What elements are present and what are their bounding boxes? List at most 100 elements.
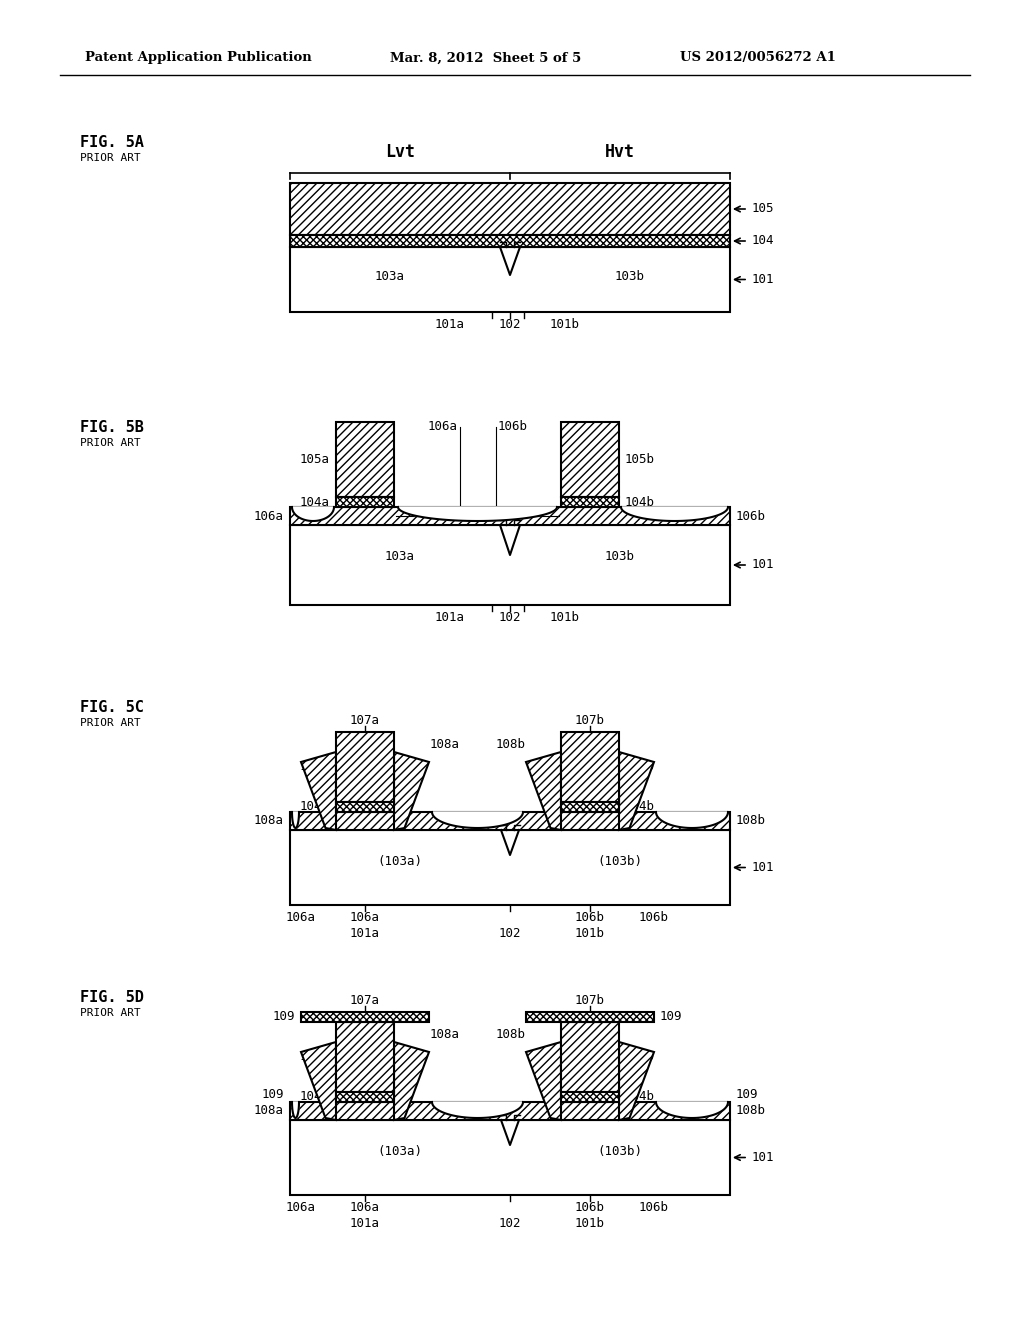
- Text: 108a: 108a: [429, 1027, 460, 1040]
- Text: 106a: 106a: [427, 421, 458, 433]
- Bar: [336, 1022, 394, 1092]
- Text: 101: 101: [752, 558, 774, 572]
- Text: 101b: 101b: [575, 1217, 605, 1230]
- Text: FIG. 5D: FIG. 5D: [80, 990, 144, 1005]
- Text: 101a: 101a: [435, 611, 465, 624]
- Bar: [290, 830, 730, 906]
- Text: PRIOR ART: PRIOR ART: [80, 153, 140, 162]
- Polygon shape: [398, 507, 557, 521]
- Polygon shape: [526, 1041, 561, 1119]
- Text: 108a: 108a: [254, 1105, 284, 1118]
- Text: 109: 109: [272, 1011, 295, 1023]
- Text: 102: 102: [499, 318, 521, 331]
- Text: 108b: 108b: [736, 814, 766, 828]
- Polygon shape: [394, 752, 429, 830]
- Text: 105a: 105a: [300, 1051, 330, 1064]
- Text: 106b: 106b: [575, 1201, 605, 1214]
- Text: 106b: 106b: [498, 421, 527, 433]
- Text: Hvt: Hvt: [605, 143, 635, 161]
- Text: PRIOR ART: PRIOR ART: [80, 718, 140, 729]
- Text: 107b: 107b: [575, 714, 605, 727]
- Text: Patent Application Publication: Patent Application Publication: [85, 51, 311, 65]
- Polygon shape: [432, 1102, 523, 1118]
- Text: Mar. 8, 2012  Sheet 5 of 5: Mar. 8, 2012 Sheet 5 of 5: [390, 51, 582, 65]
- Text: PRIOR ART: PRIOR ART: [80, 1008, 140, 1018]
- Bar: [290, 1102, 730, 1119]
- Text: 103a: 103a: [375, 271, 406, 284]
- Polygon shape: [618, 752, 654, 830]
- Bar: [290, 247, 730, 312]
- Text: 101b: 101b: [575, 927, 605, 940]
- Text: US 2012/0056272 A1: US 2012/0056272 A1: [680, 51, 836, 65]
- Text: 102: 102: [499, 611, 521, 624]
- Text: 103b: 103b: [615, 271, 645, 284]
- Text: 101a: 101a: [435, 318, 465, 331]
- Text: 104b: 104b: [625, 495, 655, 508]
- Polygon shape: [394, 1041, 429, 1119]
- Text: 105b: 105b: [625, 1051, 655, 1064]
- Text: 107a: 107a: [350, 994, 380, 1007]
- Text: 105: 105: [752, 202, 774, 215]
- Polygon shape: [618, 1041, 654, 1119]
- Polygon shape: [292, 812, 299, 828]
- Text: 101a: 101a: [350, 1217, 380, 1230]
- Text: 106b: 106b: [575, 911, 605, 924]
- Text: 106a: 106a: [254, 510, 284, 523]
- Text: 104a: 104a: [300, 800, 330, 813]
- Bar: [561, 422, 618, 498]
- Text: 106b: 106b: [639, 911, 669, 924]
- Text: 101b: 101b: [550, 611, 580, 624]
- Text: 102: 102: [499, 1217, 521, 1230]
- Polygon shape: [292, 1102, 299, 1118]
- Text: 106a: 106a: [286, 911, 316, 924]
- Bar: [561, 1092, 618, 1102]
- Polygon shape: [432, 812, 523, 828]
- Text: 104a: 104a: [300, 1090, 330, 1104]
- Bar: [301, 1012, 429, 1022]
- Text: FIG. 5B: FIG. 5B: [80, 420, 144, 436]
- Text: 105b: 105b: [625, 453, 655, 466]
- Text: 102: 102: [499, 927, 521, 940]
- Polygon shape: [292, 507, 334, 521]
- Bar: [290, 1119, 730, 1195]
- Text: 105a: 105a: [300, 453, 330, 466]
- Bar: [290, 812, 730, 830]
- Text: 108a: 108a: [254, 814, 284, 828]
- Bar: [336, 498, 394, 507]
- Bar: [526, 1012, 654, 1022]
- Text: 106b: 106b: [736, 510, 766, 523]
- Text: 107a: 107a: [350, 714, 380, 727]
- Bar: [336, 733, 394, 803]
- Text: PRIOR ART: PRIOR ART: [80, 438, 140, 447]
- Text: (103b): (103b): [597, 855, 642, 869]
- Text: 104a: 104a: [300, 495, 330, 508]
- Polygon shape: [301, 1041, 336, 1119]
- Text: (103a): (103a): [378, 855, 423, 869]
- Text: 105a: 105a: [300, 760, 330, 774]
- Bar: [290, 183, 730, 235]
- Text: 103b: 103b: [605, 550, 635, 564]
- Text: 101b: 101b: [550, 318, 580, 331]
- Bar: [561, 803, 618, 812]
- Text: 109: 109: [261, 1088, 284, 1101]
- Bar: [336, 422, 394, 498]
- Bar: [561, 733, 618, 803]
- Text: 103a: 103a: [385, 550, 415, 564]
- Text: Lvt: Lvt: [385, 143, 415, 161]
- Polygon shape: [656, 1102, 728, 1118]
- Bar: [290, 235, 730, 247]
- Text: 108b: 108b: [496, 738, 525, 751]
- Text: 105b: 105b: [625, 760, 655, 774]
- Text: (103b): (103b): [597, 1144, 642, 1158]
- Text: 109: 109: [736, 1088, 759, 1101]
- Text: (103a): (103a): [378, 1144, 423, 1158]
- Text: 101: 101: [752, 1151, 774, 1164]
- Bar: [561, 1022, 618, 1092]
- Text: 106a: 106a: [350, 1201, 380, 1214]
- Text: 106b: 106b: [639, 1201, 669, 1214]
- Text: 104b: 104b: [625, 1090, 655, 1104]
- Text: 108b: 108b: [496, 1027, 525, 1040]
- Polygon shape: [526, 752, 561, 830]
- Text: 108a: 108a: [429, 738, 460, 751]
- Text: 101: 101: [752, 861, 774, 874]
